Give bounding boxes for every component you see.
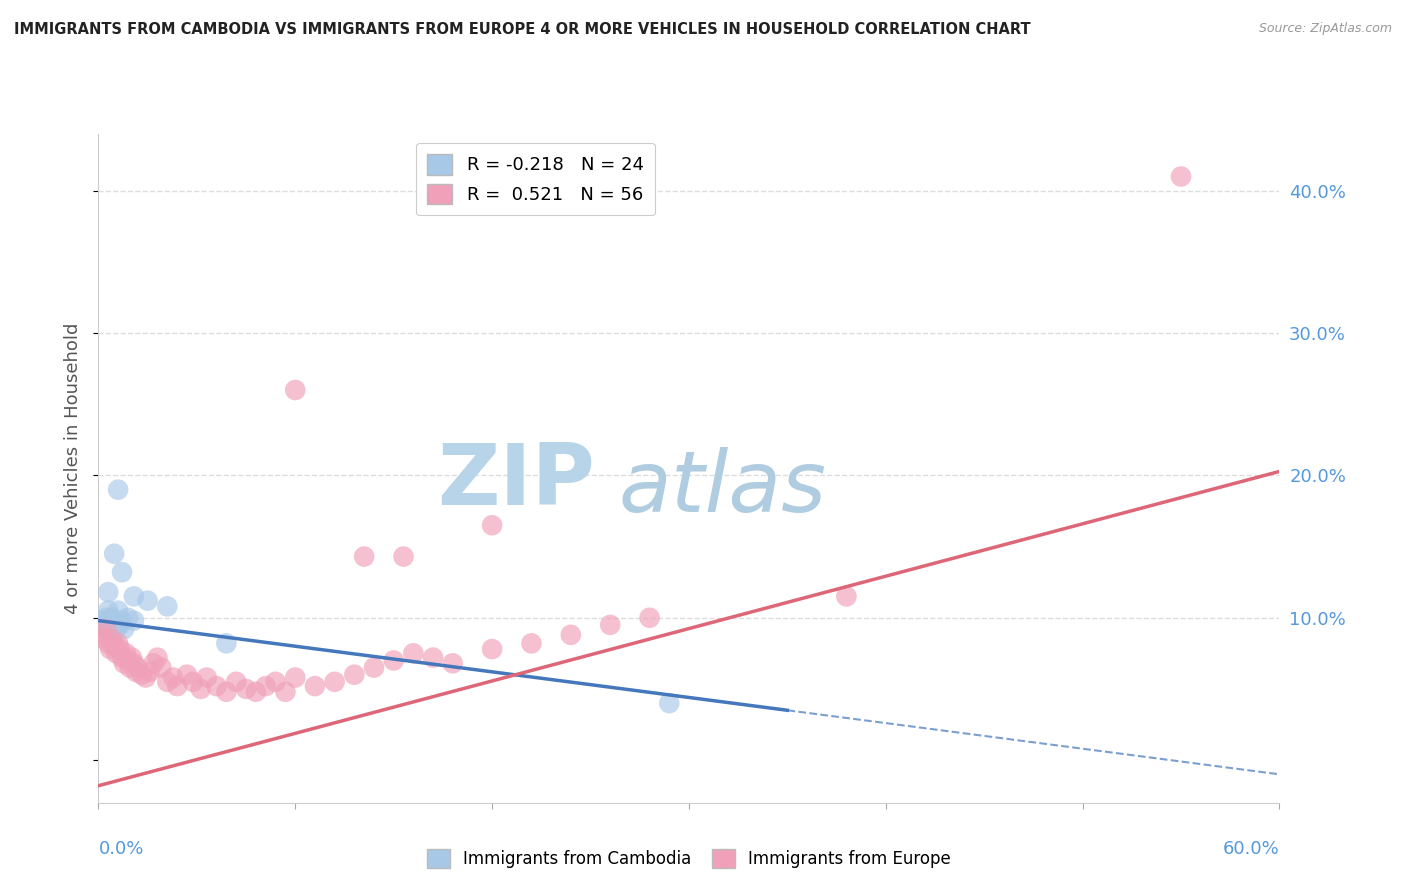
Point bbox=[98, 618, 121, 632]
Point bbox=[156, 599, 179, 614]
Point bbox=[638, 611, 661, 625]
Point bbox=[101, 632, 124, 646]
Point bbox=[122, 657, 145, 671]
Point bbox=[112, 622, 135, 636]
Point bbox=[107, 604, 129, 618]
Point bbox=[162, 671, 184, 685]
Point bbox=[138, 665, 160, 679]
Point bbox=[382, 653, 405, 667]
Point bbox=[122, 614, 145, 628]
Point bbox=[150, 660, 173, 674]
Point bbox=[205, 679, 228, 693]
Point bbox=[254, 679, 277, 693]
Point bbox=[195, 671, 218, 685]
Point bbox=[103, 547, 125, 561]
Point bbox=[560, 628, 582, 642]
Point bbox=[96, 611, 118, 625]
Point bbox=[101, 611, 124, 625]
Point bbox=[343, 667, 366, 681]
Point bbox=[658, 696, 681, 710]
Point bbox=[117, 611, 139, 625]
Point bbox=[181, 674, 204, 689]
Point bbox=[97, 604, 120, 618]
Point bbox=[520, 636, 543, 650]
Point bbox=[835, 590, 858, 604]
Point bbox=[97, 585, 120, 599]
Point bbox=[215, 685, 238, 699]
Text: Source: ZipAtlas.com: Source: ZipAtlas.com bbox=[1258, 22, 1392, 36]
Point bbox=[284, 671, 307, 685]
Point bbox=[111, 650, 134, 665]
Point bbox=[112, 657, 135, 671]
Point bbox=[96, 622, 118, 636]
Point bbox=[166, 679, 188, 693]
Point bbox=[323, 674, 346, 689]
Point bbox=[108, 642, 131, 657]
Point bbox=[142, 657, 165, 671]
Point bbox=[146, 650, 169, 665]
Point bbox=[111, 565, 134, 579]
Point bbox=[127, 660, 149, 674]
Text: ZIP: ZIP bbox=[437, 440, 595, 524]
Point bbox=[235, 681, 257, 696]
Point bbox=[1170, 169, 1192, 184]
Point bbox=[422, 650, 444, 665]
Point bbox=[363, 660, 385, 674]
Point bbox=[441, 657, 464, 671]
Point bbox=[105, 646, 128, 660]
Point bbox=[264, 674, 287, 689]
Point bbox=[117, 653, 139, 667]
Point bbox=[122, 590, 145, 604]
Point bbox=[284, 383, 307, 397]
Point bbox=[107, 483, 129, 497]
Point bbox=[97, 636, 120, 650]
Point bbox=[176, 667, 198, 681]
Y-axis label: 4 or more Vehicles in Household: 4 or more Vehicles in Household bbox=[65, 323, 83, 614]
Text: 60.0%: 60.0% bbox=[1223, 839, 1279, 857]
Point bbox=[103, 639, 125, 653]
Point bbox=[93, 622, 115, 636]
Point bbox=[121, 650, 143, 665]
Point bbox=[108, 618, 131, 632]
Point bbox=[481, 642, 503, 657]
Point bbox=[190, 681, 212, 696]
Point bbox=[392, 549, 415, 564]
Point bbox=[89, 618, 111, 632]
Point bbox=[135, 671, 157, 685]
Point bbox=[91, 628, 114, 642]
Point bbox=[304, 679, 326, 693]
Point bbox=[103, 614, 125, 628]
Point bbox=[245, 685, 267, 699]
Point bbox=[136, 593, 159, 607]
Point bbox=[274, 685, 297, 699]
Text: 0.0%: 0.0% bbox=[98, 839, 143, 857]
Point bbox=[125, 665, 148, 679]
Point bbox=[353, 549, 375, 564]
Text: IMMIGRANTS FROM CAMBODIA VS IMMIGRANTS FROM EUROPE 4 OR MORE VEHICLES IN HOUSEHO: IMMIGRANTS FROM CAMBODIA VS IMMIGRANTS F… bbox=[14, 22, 1031, 37]
Point bbox=[599, 618, 621, 632]
Point bbox=[111, 614, 134, 628]
Point bbox=[115, 646, 138, 660]
Point bbox=[215, 636, 238, 650]
Point bbox=[107, 636, 129, 650]
Point bbox=[481, 518, 503, 533]
Point bbox=[98, 642, 121, 657]
Point bbox=[225, 674, 247, 689]
Point bbox=[131, 667, 153, 681]
Point bbox=[402, 646, 425, 660]
Point bbox=[91, 614, 114, 628]
Point bbox=[105, 622, 128, 636]
Point bbox=[118, 660, 141, 674]
Legend: Immigrants from Cambodia, Immigrants from Europe: Immigrants from Cambodia, Immigrants fro… bbox=[420, 842, 957, 875]
Text: atlas: atlas bbox=[619, 447, 827, 530]
Point bbox=[93, 632, 115, 646]
Point bbox=[156, 674, 179, 689]
